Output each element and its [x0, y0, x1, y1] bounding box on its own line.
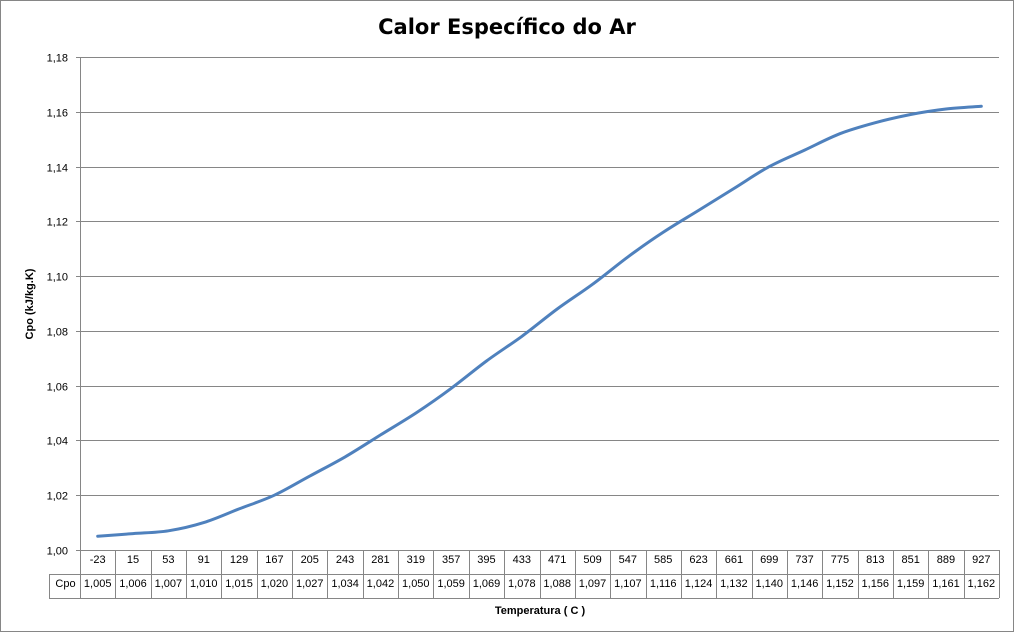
data-table-value: 1,042 — [367, 578, 395, 590]
gridlines — [80, 57, 999, 550]
y-tick-label: 1,18 — [47, 53, 68, 65]
x-category-label: -23 — [90, 554, 106, 566]
y-tick-label: 1,08 — [47, 327, 68, 339]
x-category-label: 167 — [265, 554, 283, 566]
x-category-label: 585 — [654, 554, 672, 566]
x-category-label: 699 — [760, 554, 778, 566]
data-table-value: 1,015 — [225, 578, 253, 590]
x-category-label: 927 — [972, 554, 990, 566]
x-category-label: 91 — [198, 554, 210, 566]
x-category-label: 509 — [583, 554, 601, 566]
x-category-label: 281 — [371, 554, 389, 566]
data-table-value: 1,006 — [119, 578, 147, 590]
x-category-label: 53 — [162, 554, 174, 566]
x-axis-title: Temperatura ( C ) — [495, 605, 586, 617]
x-category-label: 15 — [127, 554, 139, 566]
data-table-value: 1,007 — [155, 578, 183, 590]
x-category-label: 547 — [619, 554, 637, 566]
data-table-value: 1,156 — [862, 578, 890, 590]
data-table-value: 1,088 — [543, 578, 571, 590]
series-line-cpo — [96, 104, 983, 538]
x-category-label: 623 — [689, 554, 707, 566]
data-table-value: 1,069 — [473, 578, 501, 590]
y-tick-label: 1,04 — [47, 436, 68, 448]
x-category-label: 395 — [477, 554, 495, 566]
y-tick-label: 1,10 — [47, 272, 68, 284]
y-tick-label: 1,06 — [47, 382, 68, 394]
data-table-value: 1,020 — [261, 578, 289, 590]
x-category-label: 129 — [230, 554, 248, 566]
data-table-value: 1,116 — [650, 578, 677, 590]
x-category-label: 243 — [336, 554, 354, 566]
x-category-label: 775 — [831, 554, 849, 566]
x-category-label: 851 — [901, 554, 919, 566]
x-category-label: 357 — [442, 554, 460, 566]
data-table-value: 1,159 — [897, 578, 925, 590]
data-table-value: 1,005 — [84, 578, 112, 590]
data-table-value: 1,107 — [614, 578, 642, 590]
y-tick-label: 1,12 — [47, 217, 68, 229]
data-table-value: 1,152 — [826, 578, 854, 590]
x-category-label: 737 — [795, 554, 813, 566]
data-table-value: 1,027 — [296, 578, 324, 590]
y-axis-title: Cpo (kJ/kg.K) — [24, 268, 36, 339]
y-tick-label: 1,02 — [47, 491, 68, 503]
data-table-value: 1,146 — [791, 578, 819, 590]
chart-title: Calor Específico do Ar — [378, 15, 636, 39]
data-table-value: 1,050 — [402, 578, 430, 590]
x-category-label: 661 — [725, 554, 743, 566]
data-table-value: 1,124 — [685, 578, 713, 590]
x-category-label: 319 — [407, 554, 425, 566]
table-series-label: Cpo — [55, 578, 75, 590]
x-category-label: 471 — [548, 554, 566, 566]
y-axis-ticks: 1,00 1,02 1,04 1,06 1,08 1,10 1,12 1,14 1,16 1,18 — [47, 53, 80, 558]
x-category-label: 813 — [866, 554, 884, 566]
series-layer — [96, 104, 983, 538]
y-tick-label: 1,14 — [47, 163, 68, 175]
x-category-label: 205 — [301, 554, 319, 566]
data-table-value: 1,162 — [968, 578, 996, 590]
data-table-value: 1,161 — [932, 578, 960, 590]
data-table-value: 1,140 — [755, 578, 783, 590]
y-tick-label: 1,00 — [47, 546, 68, 558]
x-category-label: 433 — [513, 554, 531, 566]
data-table-value: 1,010 — [190, 578, 218, 590]
data-table-value: 1,034 — [331, 578, 359, 590]
y-tick-label: 1,16 — [47, 108, 68, 120]
x-category-label: 889 — [937, 554, 955, 566]
data-table-value: 1,097 — [579, 578, 607, 590]
data-table-value: 1,078 — [508, 578, 536, 590]
data-table: Cpo -23 1,005 15 1,006 53 1,007 91 1,010 129 1,015… — [49, 550, 1000, 599]
data-table-value: 1,132 — [720, 578, 748, 590]
data-table-value: 1,059 — [437, 578, 465, 590]
